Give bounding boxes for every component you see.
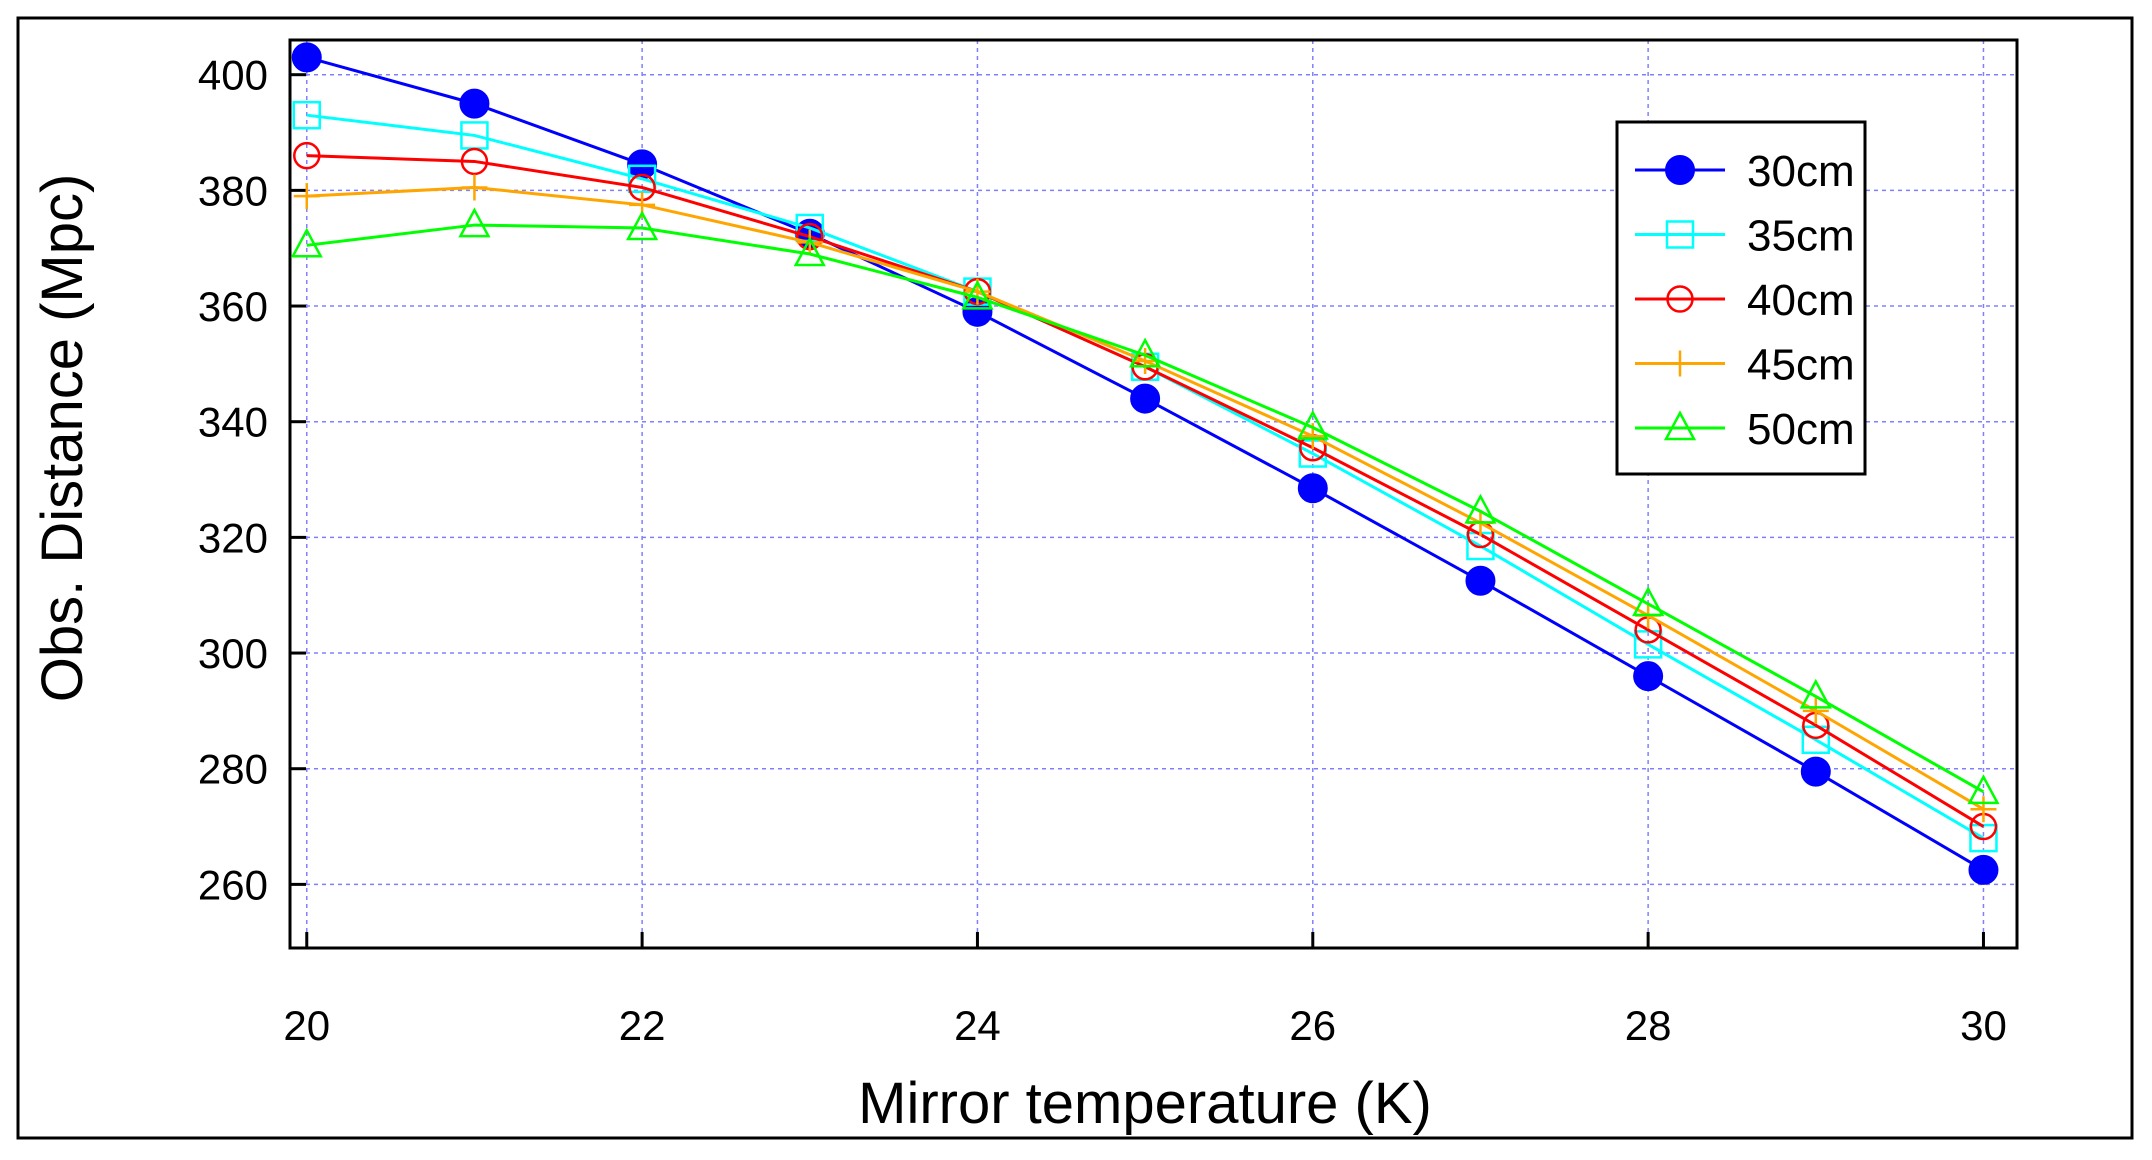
x-tick-label: 26	[1289, 1002, 1336, 1049]
x-tick-label: 20	[283, 1002, 330, 1049]
data-point	[1799, 678, 1832, 709]
legend-marker	[1665, 220, 1695, 249]
data-point	[627, 164, 657, 194]
series-layer	[290, 42, 2000, 885]
data-point	[1129, 337, 1162, 368]
data-point	[290, 227, 323, 258]
data-point	[1130, 383, 1161, 414]
data-point	[1967, 774, 2000, 805]
legend-label: 30cm	[1747, 147, 1855, 196]
data-point	[292, 100, 322, 130]
data-point	[1465, 565, 1496, 596]
legend-marker	[1663, 410, 1697, 441]
data-point	[1633, 661, 1664, 692]
data-point	[1464, 493, 1497, 524]
y-tick-label: 260	[198, 861, 268, 908]
x-tick-label: 28	[1625, 1002, 1672, 1049]
legend-label: 35cm	[1747, 212, 1855, 261]
data-point	[1296, 409, 1329, 440]
data-point	[461, 174, 488, 201]
data-point	[459, 88, 490, 119]
legend-entry: 30cm	[1635, 147, 1855, 196]
series-line	[306, 223, 1985, 794]
data-point	[961, 279, 994, 310]
y-tick-label: 340	[198, 399, 268, 446]
data-point	[1800, 756, 1831, 787]
data-point	[1297, 473, 1328, 504]
legend-label: 40cm	[1747, 276, 1855, 325]
y-tick-label: 400	[198, 52, 268, 99]
data-point	[293, 183, 320, 210]
data-point	[1802, 697, 1829, 724]
legend-entry: 35cm	[1635, 212, 1855, 261]
data-point	[1632, 586, 1665, 617]
legend-label: 45cm	[1747, 341, 1855, 390]
y-tick-label: 280	[198, 746, 268, 793]
data-point	[796, 229, 823, 256]
legend-entry: 45cm	[1635, 341, 1855, 390]
x-tick-label: 22	[619, 1002, 666, 1049]
data-point	[793, 236, 826, 267]
x-tick-label: 30	[1960, 1002, 2007, 1049]
legend: 30cm 35cm 40cm 45cm 50cm	[1615, 120, 1867, 476]
legend-entry: 40cm	[1635, 276, 1855, 325]
axis-ticks: 20 22 24 26 28 30 260 280 300 320 340 360 380 400	[198, 52, 2007, 1049]
data-point	[460, 147, 489, 176]
x-tick-label: 24	[954, 1002, 1001, 1049]
legend-marker	[1666, 285, 1694, 313]
y-axis-title: Obs. Distance (Mpc)	[30, 174, 95, 703]
legend-marker	[1665, 155, 1695, 185]
data-point	[1970, 796, 1997, 823]
x-axis-title: Mirror temperature (K)	[858, 1071, 1432, 1136]
data-point	[1968, 854, 1999, 885]
series-50cm	[290, 207, 2000, 805]
data-point	[291, 42, 322, 73]
legend-label: 50cm	[1747, 405, 1855, 454]
legend-marker	[1667, 350, 1693, 377]
data-point	[1132, 347, 1159, 374]
data-point	[626, 210, 659, 241]
legend-entry: 50cm	[1635, 405, 1855, 454]
y-tick-label: 300	[198, 630, 268, 677]
y-tick-label: 320	[198, 514, 268, 561]
y-tick-label: 360	[198, 283, 268, 330]
plot-area	[288, 38, 2019, 950]
y-tick-label: 380	[198, 167, 268, 214]
data-point	[458, 207, 491, 238]
data-point	[293, 141, 321, 170]
